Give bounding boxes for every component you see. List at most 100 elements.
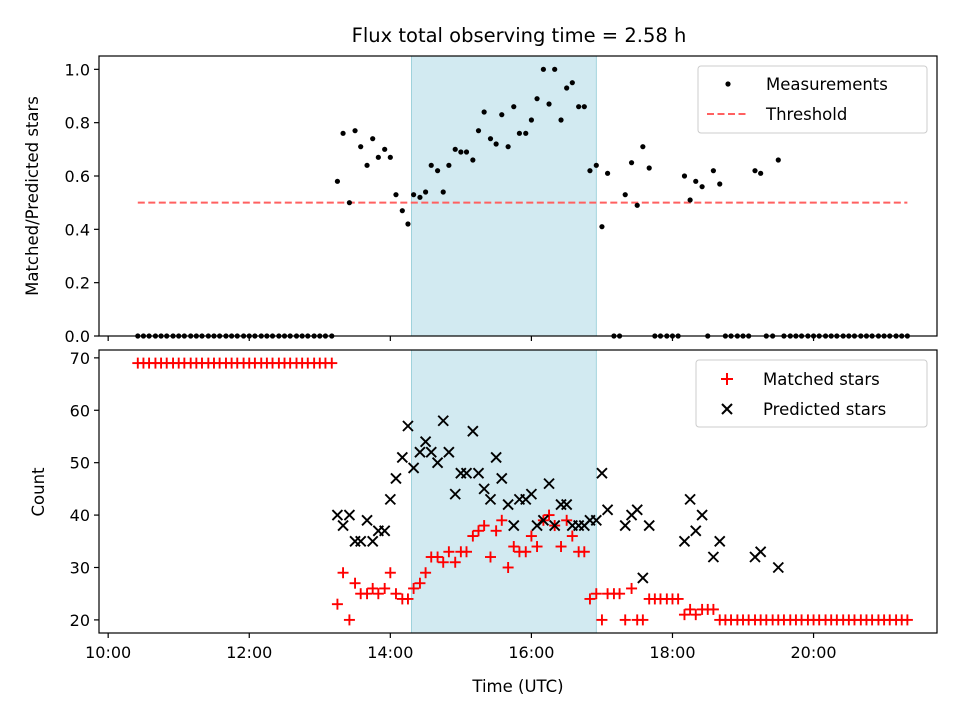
measurement-point: [646, 165, 652, 171]
predicted-point: [437, 415, 449, 427]
measurement-point: [440, 189, 446, 195]
measurement-point: [546, 101, 552, 107]
measurement-point: [552, 66, 558, 72]
top-panel: 0.0 0.2 0.4 0.6 0.8 1.0 Matched/Predicted sta…: [23, 55, 938, 346]
predicted-point: [502, 498, 514, 511]
predicted-point: [543, 477, 555, 490]
legend-matched-label: Matched stars: [763, 370, 880, 389]
measurement-point: [375, 154, 381, 160]
measurement-point: [422, 189, 429, 195]
x-tick-label: 20:00: [791, 643, 837, 662]
matched-point: [566, 530, 578, 542]
measurement-point: [564, 85, 570, 91]
top-y-tick-label: 0.0: [65, 327, 90, 346]
measurement-point: [534, 96, 540, 102]
measurement-point: [528, 117, 535, 123]
matched-point: [367, 582, 379, 594]
measurement-point: [699, 184, 705, 190]
matched-point: [349, 577, 361, 589]
predicted-point: [678, 535, 691, 547]
measurement-point: [370, 136, 376, 142]
predicted-point: [707, 551, 720, 563]
bottom-highlight-span: [411, 349, 597, 634]
measurement-point: [470, 157, 476, 163]
matched-point: [578, 546, 590, 558]
predicted-point: [379, 525, 391, 537]
predicted-point: [596, 467, 608, 479]
predicted-point: [390, 472, 402, 485]
matched-point: [561, 514, 573, 526]
x-tick-label: 10:00: [85, 643, 131, 662]
measurement-point: [434, 168, 441, 174]
matched-point: [467, 530, 479, 542]
measurement-point: [481, 109, 487, 115]
matched-point: [443, 546, 455, 558]
top-y-tick-label: 0.4: [65, 220, 90, 239]
matched-point: [531, 541, 543, 553]
predicted-point: [431, 457, 444, 469]
measurement-point: [599, 224, 605, 230]
x-axis-label: Time (UTC): [471, 677, 563, 696]
matched-point: [432, 551, 444, 563]
measurement-point: [752, 168, 758, 174]
matched-point: [461, 546, 473, 558]
measurement-point: [493, 141, 499, 147]
predicted-point: [496, 472, 508, 485]
measurement-point: [587, 168, 593, 174]
predicted-point: [396, 451, 408, 464]
matched-point: [690, 609, 702, 621]
legend-measurements-label: Measurements: [766, 75, 888, 94]
measurement-point: [387, 154, 393, 160]
matched-point: [414, 577, 426, 589]
matched-point: [684, 603, 696, 615]
predicted-point: [601, 504, 614, 516]
top-legend: Measurements Threshold: [697, 65, 928, 134]
top-legend-box: [697, 65, 928, 134]
x-tick-label: 12:00: [226, 643, 272, 662]
matched-point: [331, 598, 343, 610]
measurement-point: [758, 170, 764, 176]
matched-point: [614, 588, 626, 600]
top-y-tick-label: 0.8: [65, 114, 90, 133]
matched-point: [337, 567, 349, 579]
predicted-point: [472, 467, 485, 479]
measurement-point: [628, 160, 635, 166]
predicted-point: [754, 546, 767, 558]
predicted-point: [772, 561, 784, 574]
predicted-point: [384, 493, 396, 506]
bottom-panel: 20 30 40 50 60 70 10:00 12:00 14:00 16:00 18:00 20:…: [29, 349, 938, 696]
matched-point: [390, 588, 402, 600]
measurement-point: [499, 112, 505, 118]
matched-point: [408, 582, 420, 594]
bottom-legend: Matched stars Predicted stars: [695, 359, 928, 428]
measurement-point: [417, 194, 423, 200]
predicted-point: [467, 425, 479, 437]
measurement-point: [523, 130, 529, 136]
top-y-tick-label: 0.2: [65, 274, 90, 293]
measurement-point: [710, 168, 716, 174]
measurement-point: [717, 181, 723, 187]
predicted-point: [484, 493, 497, 506]
top-highlight-span: [411, 55, 597, 337]
matched-point: [637, 614, 649, 626]
matched-point: [478, 520, 490, 532]
predicted-point: [407, 462, 420, 474]
matched-point: [484, 551, 496, 563]
top-plot-frame: [98, 55, 938, 337]
predicted-point: [490, 451, 502, 464]
measurement-point: [516, 130, 523, 136]
measurement-point: [446, 162, 452, 168]
predicted-point: [460, 467, 473, 479]
predicted-point: [714, 535, 726, 547]
bottom-legend-box: [695, 359, 928, 428]
measurement-point: [558, 117, 564, 123]
matched-point: [707, 603, 719, 615]
matched-point: [502, 561, 514, 573]
matched-point: [379, 582, 391, 594]
measurement-point: [511, 104, 517, 110]
measurement-point: [382, 146, 388, 152]
matched-point: [584, 593, 596, 605]
predicted-point: [367, 535, 379, 547]
predicted-point: [619, 519, 631, 532]
matched-point: [596, 614, 608, 626]
